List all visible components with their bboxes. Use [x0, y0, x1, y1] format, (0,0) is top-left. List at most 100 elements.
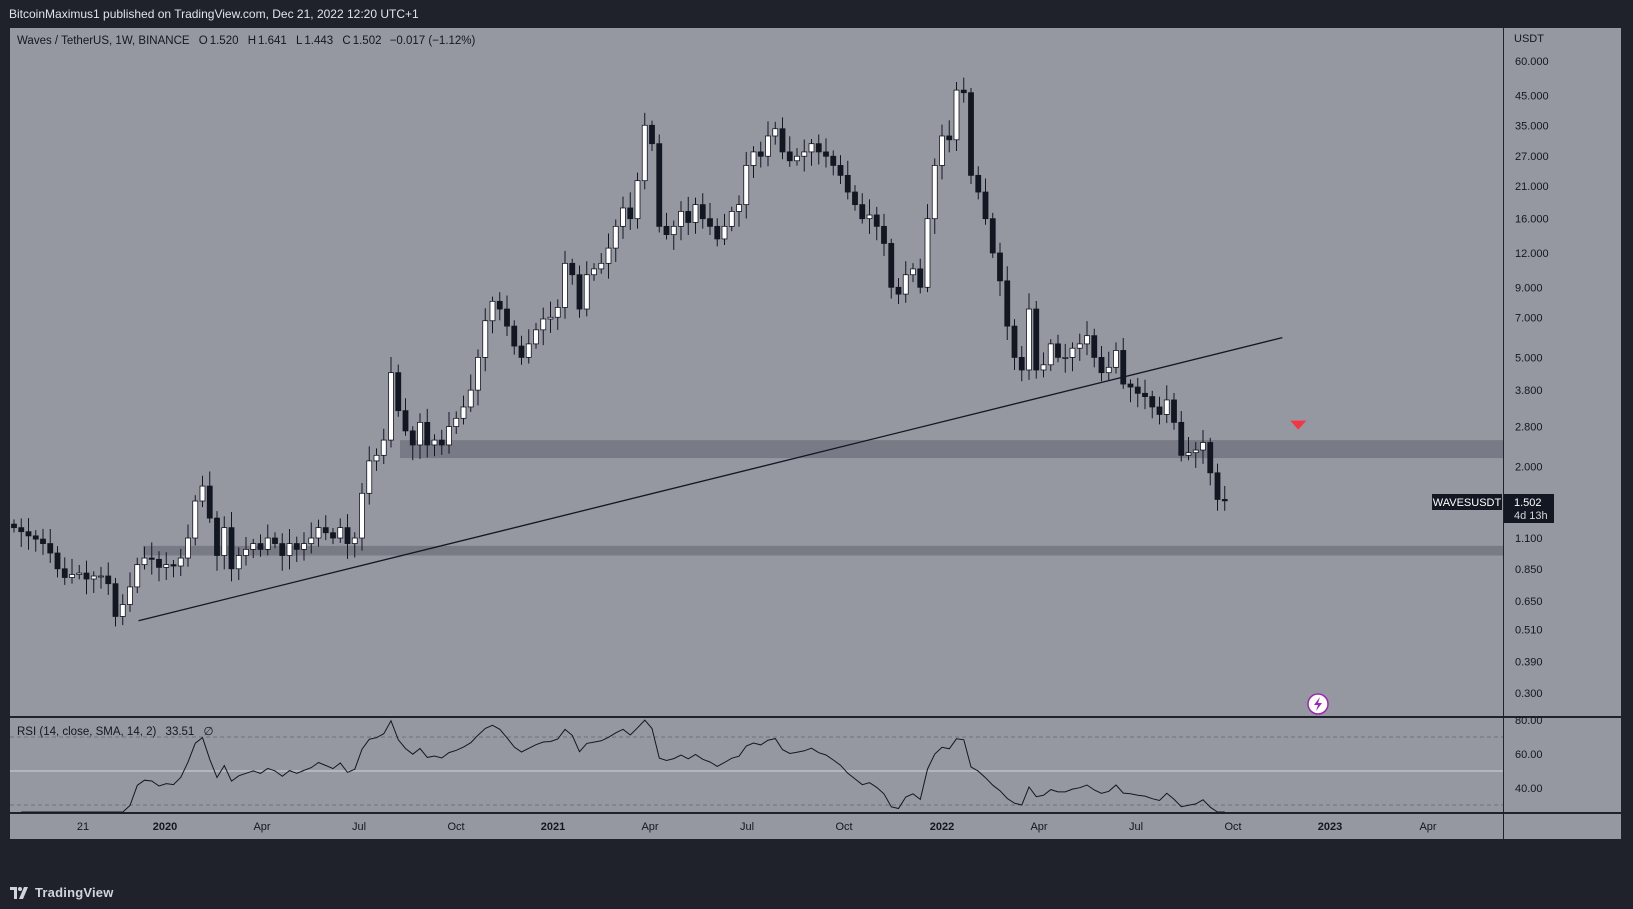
- candle: [743, 151, 750, 219]
- candle-body: [1113, 350, 1119, 368]
- candle-body: [678, 211, 684, 227]
- candle: [272, 532, 278, 549]
- candle-body: [917, 268, 924, 288]
- candle: [1221, 485, 1228, 511]
- candle: [257, 534, 264, 557]
- candle: [1062, 343, 1069, 373]
- candle: [301, 532, 307, 561]
- candle: [801, 139, 808, 172]
- candle-body: [1033, 308, 1040, 371]
- tradingview-logo[interactable]: TradingView: [10, 885, 114, 900]
- candle-body: [859, 204, 866, 220]
- candle-body: [156, 558, 162, 568]
- candle: [924, 204, 931, 293]
- candle-body: [576, 274, 583, 310]
- chart-area[interactable]: Waves / TetherUS, 1W, BINANCE O 1.520 H 1.…: [10, 28, 1621, 875]
- candle-body: [736, 204, 742, 212]
- candle-body: [460, 406, 467, 419]
- time-axis-tick-label: 2021: [541, 821, 565, 833]
- candle: [794, 148, 800, 166]
- rsi-line: [21, 719, 1225, 813]
- candle: [228, 512, 235, 582]
- candle-body: [1185, 452, 1192, 456]
- symbol-info-line: Waves / TetherUS, 1W, BINANCE O 1.520 H 1.…: [17, 35, 476, 47]
- candle: [1011, 319, 1018, 370]
- candle: [634, 172, 641, 229]
- candle: [823, 138, 829, 168]
- candle: [1207, 437, 1214, 486]
- candle-body: [395, 372, 402, 412]
- candle-body: [98, 575, 104, 578]
- candle-body: [714, 225, 721, 240]
- candle: [322, 515, 329, 541]
- candle-body: [1062, 357, 1069, 359]
- candle: [148, 542, 155, 575]
- candle-body: [852, 191, 858, 206]
- candle-body: [620, 207, 626, 227]
- price-axis-ticks: 60.000 45.000 35.000 27.000 21.000 16.000 12.0…: [1515, 56, 1549, 700]
- candle: [837, 155, 844, 185]
- candle-body: [583, 274, 590, 310]
- candle-body: [141, 557, 148, 566]
- candle-body: [424, 421, 431, 446]
- candle: [881, 213, 887, 256]
- candle: [562, 250, 568, 319]
- time-axis-tick-label: Apr: [1419, 821, 1436, 833]
- candle-body: [366, 460, 373, 494]
- rsi-legend: RSI (14, close, SMA, 14, 2) 33.51 ∅: [17, 726, 214, 738]
- candle: [199, 475, 206, 508]
- candle-body: [293, 543, 300, 550]
- candle: [612, 219, 619, 263]
- candle-body: [221, 527, 228, 556]
- candle: [482, 308, 489, 372]
- candle: [25, 518, 32, 550]
- tradingview-logo-icon: [10, 886, 28, 899]
- candle-body: [591, 268, 597, 276]
- time-axis-tick-label: 2020: [153, 821, 177, 833]
- candle: [997, 242, 1003, 297]
- rsi-axis-tick-label: 40.00: [1515, 783, 1543, 795]
- candle-body: [496, 300, 503, 310]
- candle-body: [1105, 366, 1112, 374]
- candle-body: [1120, 350, 1127, 385]
- candle-body: [569, 262, 576, 276]
- last-price-label: WAVESUSDT 1.502 4d 13h: [1432, 494, 1554, 523]
- price-axis-tick-label: 7.000: [1515, 312, 1543, 324]
- candle: [685, 196, 692, 236]
- candle-body: [69, 574, 75, 578]
- candle: [728, 206, 735, 232]
- candle: [815, 134, 822, 165]
- candle: [888, 238, 895, 299]
- candle: [221, 516, 228, 570]
- lightning-badge-icon[interactable]: [1307, 693, 1329, 715]
- price-axis-bg: [1504, 28, 1621, 716]
- candle: [1192, 441, 1199, 468]
- rsi-axis-tick-label: 80.00: [1515, 715, 1543, 727]
- candle: [939, 124, 945, 180]
- time-axis-tick-label: Oct: [835, 821, 852, 833]
- candle: [40, 528, 46, 555]
- candle-body: [134, 564, 141, 588]
- candle-body: [315, 527, 322, 539]
- time-axis-tick-label: 21: [77, 821, 89, 833]
- candle: [757, 141, 764, 168]
- candle: [830, 150, 837, 176]
- candle-body: [1156, 406, 1163, 415]
- candle-body: [765, 135, 771, 157]
- candle-body: [837, 165, 844, 176]
- candle: [279, 533, 286, 571]
- candle: [678, 201, 684, 241]
- chart-canvas[interactable]: Waves / TetherUS, 1W, BINANCE O 1.520 H 1.…: [10, 28, 1621, 875]
- candle: [18, 518, 25, 547]
- candle: [1127, 379, 1134, 403]
- candle: [511, 320, 518, 355]
- candle-body: [185, 537, 191, 559]
- candle-body: [540, 318, 547, 331]
- candle-body: [801, 151, 808, 157]
- candle-body: [1076, 343, 1083, 349]
- candle: [866, 199, 873, 234]
- candle-body: [489, 300, 496, 322]
- trendline[interactable]: [138, 337, 1283, 622]
- price-axis-tick-label: 27.000: [1515, 151, 1549, 163]
- candle-body: [902, 274, 909, 295]
